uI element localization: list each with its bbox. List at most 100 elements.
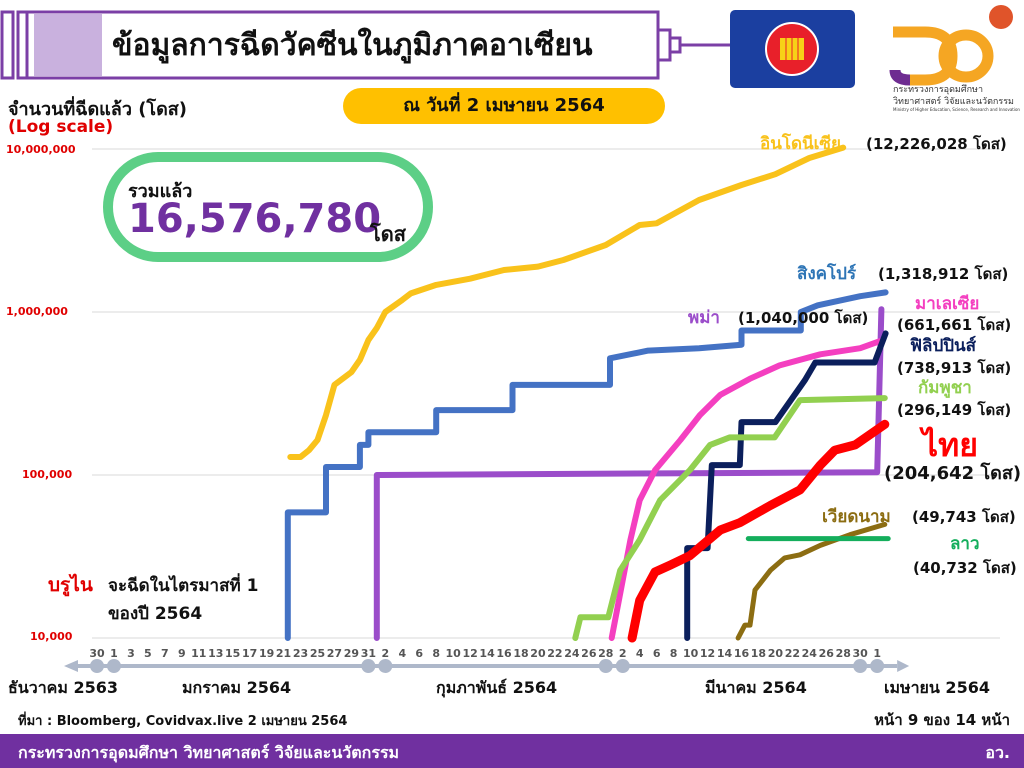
x-tick-label: 2 <box>618 647 627 660</box>
label-brunei: บรูไน <box>48 574 93 596</box>
date-badge: ณ วันที่ 2 เมษายน 2564 <box>343 88 665 124</box>
source-note: ที่มา : Bloomberg, Covidvax.live 2 เมษาย… <box>18 714 348 729</box>
series-line <box>572 395 888 641</box>
x-tick-label: 14 <box>716 647 733 660</box>
x-tick-label: 28 <box>598 647 614 660</box>
total-label: รวมแล้ว <box>128 181 193 202</box>
log-scale-label: (Log scale) <box>8 117 114 137</box>
x-tick-label: 14 <box>479 647 495 660</box>
x-tick-label: 6 <box>415 647 424 660</box>
series-line <box>627 419 890 643</box>
x-tick-label: 6 <box>652 647 661 660</box>
arrow-right-icon <box>897 660 910 672</box>
x-tick-label: 5 <box>144 647 152 660</box>
x-tick-label: 29 <box>343 647 360 660</box>
x-tick-label: 9 <box>177 647 186 660</box>
value-thailand: (204,642 โดส) <box>884 463 1022 484</box>
y-tick-label: 1,000,000 <box>6 305 68 318</box>
series-line <box>608 338 883 641</box>
footer-bar <box>0 734 1024 768</box>
label-myanmar: พม่า <box>688 308 720 328</box>
month-label: ธันวาคม 2563 <box>8 678 119 697</box>
x-tick-label: 21 <box>275 647 292 660</box>
series-line <box>735 521 888 641</box>
x-tick-label: 30 <box>852 647 868 660</box>
ministry-name-en: Ministry of Higher Education, Science, R… <box>893 107 1020 112</box>
x-tick-label: 16 <box>496 647 512 660</box>
x-tick-label: 28 <box>835 647 851 660</box>
month-boundary-dot <box>378 659 393 673</box>
x-tick-label: 18 <box>513 647 529 660</box>
value-singapore: (1,318,912 โดส) <box>878 265 1009 283</box>
total-value: 16,576,780 <box>128 196 382 242</box>
total-unit: โดส <box>370 222 406 246</box>
x-tick-label: 18 <box>750 647 767 660</box>
x-tick-label: 24 <box>801 647 817 660</box>
x-tick-label: 22 <box>784 647 801 660</box>
x-tick-label: 20 <box>767 647 784 660</box>
total-box <box>103 152 433 262</box>
x-tick-label: 13 <box>208 647 224 660</box>
month-boundary-dot <box>361 659 376 673</box>
label-thailand: ไทย <box>922 426 978 464</box>
page-title: ข้อมูลการฉีดวัคซีนในภูมิภาคอาเซียน <box>112 28 593 63</box>
brunei-note-1: จะฉีดในไตรมาสที่ 1 <box>108 576 259 596</box>
x-tick-label: 31 <box>360 647 377 660</box>
month-label: กุมภาพันธ์ 2564 <box>436 678 558 697</box>
footer-ministry: กระทรวงการอุดมศึกษา วิทยาศาสตร์ วิจัยและ… <box>18 743 400 762</box>
page-indicator: หน้า 9 ของ 14 หน้า <box>874 711 1010 729</box>
x-tick-label: 30 <box>89 647 105 660</box>
value-vietnam: (49,743 โดส) <box>912 508 1016 526</box>
month-boundary-dot <box>598 659 613 673</box>
month-label: มีนาคม 2564 <box>705 678 807 697</box>
x-tick-label: 17 <box>241 647 258 660</box>
asean-flag-icon <box>730 10 855 88</box>
x-tick-label: 4 <box>635 647 644 660</box>
series-line <box>287 144 847 460</box>
x-tick-label: 10 <box>682 647 699 660</box>
label-laos: ลาว <box>950 534 980 554</box>
series-line <box>373 306 885 641</box>
x-tick-label: 8 <box>432 647 441 660</box>
x-tick-label: 1 <box>110 647 118 660</box>
x-tick-label: 15 <box>225 647 241 660</box>
x-tick-label: 1 <box>873 647 881 660</box>
label-cambodia: กัมพูชา <box>918 378 972 398</box>
month-boundary-dot <box>853 659 868 673</box>
series-line <box>284 289 889 641</box>
y-axis-label: จำนวนที่ฉีดแล้ว (โดส) <box>8 99 187 120</box>
ministry-name-th-2: วิทยาศาสตร์ วิจัยและนวัตกรรม <box>893 97 1014 107</box>
x-tick-label: 27 <box>326 647 343 660</box>
month-label: มกราคม 2564 <box>182 678 292 697</box>
value-philippines: (738,913 โดส) <box>897 359 1012 377</box>
label-singapore: สิงคโปร์ <box>797 264 857 284</box>
month-boundary-dot <box>106 659 121 673</box>
ministry-name-th-1: กระทรวงการอุดมศึกษา <box>893 85 983 95</box>
brunei-note-2: ของปี 2564 <box>108 604 203 624</box>
x-tick-label: 10 <box>445 647 461 660</box>
x-tick-label: 25 <box>309 647 326 660</box>
x-tick-label: 12 <box>462 647 478 660</box>
x-tick-label: 11 <box>191 647 207 660</box>
month-boundary-dot <box>90 659 104 673</box>
label-indonesia: อินโดนีเซีย <box>760 134 841 154</box>
x-tick-label: 12 <box>699 647 716 660</box>
value-indonesia: (12,226,028 โดส) <box>866 135 1007 153</box>
series-line <box>684 330 889 641</box>
x-tick-label: 26 <box>818 647 834 660</box>
x-tick-label: 23 <box>292 647 309 660</box>
x-tick-label: 26 <box>581 647 597 660</box>
arrow-left-icon <box>64 660 78 672</box>
label-philippines: ฟิลิปปินส์ <box>910 336 977 356</box>
x-tick-label: 22 <box>547 647 563 660</box>
x-tick-label: 8 <box>669 647 678 660</box>
ministry-logo-icon <box>889 5 1013 86</box>
value-cambodia: (296,149 โดส) <box>897 401 1012 419</box>
x-tick-label: 3 <box>127 647 135 660</box>
y-tick-label: 100,000 <box>22 468 73 481</box>
month-label: เมษายน 2564 <box>884 678 990 697</box>
x-axis <box>64 659 910 673</box>
x-tick-label: 4 <box>398 647 407 660</box>
y-tick-label: 10,000 <box>30 630 73 643</box>
